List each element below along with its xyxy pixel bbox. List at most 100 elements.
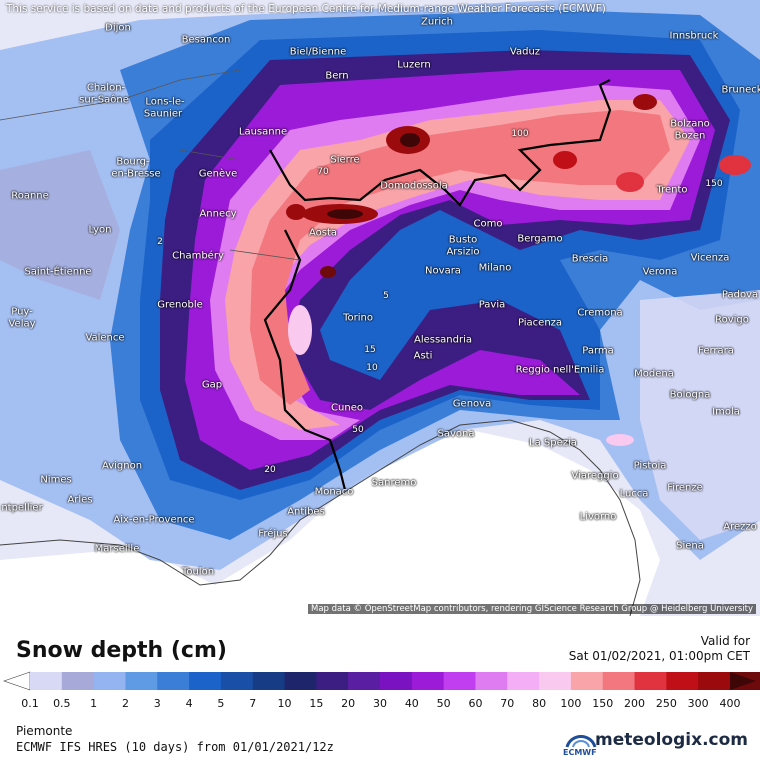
city-label: Chalon- — [86, 82, 126, 94]
city-label: Fréjus — [258, 528, 288, 540]
colorbar-segment — [30, 672, 63, 690]
city-label: Vicenza — [690, 252, 730, 264]
city-label: Roanne — [11, 190, 49, 202]
colorbar-segment — [443, 672, 476, 690]
city-label: Nimes — [40, 474, 72, 486]
city-label: Aosta — [308, 227, 338, 239]
contour-label: 100 — [511, 129, 529, 139]
city-label: Valence — [85, 332, 125, 344]
colorbar-tick-label: 4 — [185, 697, 193, 710]
city-label: Genova — [452, 398, 492, 410]
city-label: Bologna — [669, 389, 711, 401]
colorbar-right-arrow — [730, 672, 756, 690]
city-label: sur-Saône — [79, 94, 129, 106]
city-label: Innsbruck — [669, 30, 719, 42]
variable-title: Snow depth (cm) — [16, 638, 227, 663]
city-label: Asti — [413, 350, 433, 362]
city-label: Chambéry — [172, 250, 224, 262]
city-label: Cuneo — [331, 402, 363, 414]
model-run-label: ECMWF IFS HRES (10 days) from 01/01/2021… — [16, 740, 334, 754]
colorbar-tick-label: 250 — [655, 697, 677, 710]
valid-time: Sat 01/02/2021, 01:00pm CET — [568, 649, 750, 663]
city-label: Bourg- — [116, 156, 150, 168]
contour-label: 2 — [157, 237, 163, 247]
city-label: Biel/Bienne — [289, 46, 347, 58]
contour-label: 20 — [264, 465, 276, 475]
contour-label: 150 — [705, 179, 723, 189]
colorbar-tick-label: 10 — [277, 697, 292, 710]
city-label: ntpellier — [1, 502, 43, 514]
colorbar-segment — [61, 672, 95, 690]
color-scale-ticks: 0.1 0.5 1 2 3 4 5 7 10 15 20 30 40 50 60 70 80 100 150 200 2… — [0, 697, 760, 713]
colorbar-segment — [316, 672, 349, 690]
colorbar-tick-label: 100 — [560, 697, 582, 710]
colorbar-segment — [252, 672, 286, 690]
city-label: Lons-le- — [145, 96, 185, 108]
colorbar-segment — [411, 672, 445, 690]
city-label: Parma — [582, 345, 614, 357]
city-label: Gap — [201, 379, 223, 391]
contour-label: 15 — [364, 345, 376, 355]
colorbar-tick-label: 7 — [249, 697, 257, 710]
city-label: Imola — [712, 406, 740, 418]
city-label: Piacenza — [517, 317, 563, 329]
city-label: Genève — [198, 168, 238, 180]
city-label: Torino — [343, 312, 373, 324]
region-label: Piemonte — [16, 724, 73, 738]
city-label: Milano — [478, 262, 512, 274]
city-label: Antibes — [287, 506, 325, 518]
colorbar-tick-label: 0.5 — [53, 697, 71, 710]
city-label: Pistoia — [633, 460, 667, 472]
city-label: en-Bresse — [111, 168, 161, 180]
colorbar-tick-label: 70 — [500, 697, 515, 710]
ecmwf-notice: This service is based on data and produc… — [6, 3, 606, 15]
colorbar-segment — [189, 672, 222, 690]
map-attribution: Map data © OpenStreetMap contributors, r… — [308, 604, 756, 614]
city-label: Bern — [325, 70, 349, 82]
city-label: Cremona — [577, 307, 623, 319]
city-label: Alessandria — [413, 334, 473, 346]
city-label: Reggio nell'Emilia — [515, 364, 605, 376]
city-label: Brescia — [571, 253, 609, 265]
city-label: Dijon — [105, 22, 131, 34]
colorbar-segment — [348, 672, 381, 690]
colorbar-tick-label: 15 — [309, 697, 324, 710]
city-label: Grenoble — [157, 299, 203, 311]
colorbar-tick-label: 300 — [687, 697, 709, 710]
colorbar-tick-label: 60 — [468, 697, 483, 710]
city-label: Livorno — [579, 511, 617, 523]
colorbar-tick-label: 40 — [404, 697, 419, 710]
city-label: Rovigo — [715, 314, 749, 326]
city-label: Arles — [67, 494, 93, 506]
city-label: Toulon — [181, 566, 215, 578]
city-label: Firenze — [667, 482, 703, 494]
city-label: Novara — [425, 265, 461, 277]
city-label: Saint-Étienne — [24, 266, 92, 278]
city-label: Siena — [676, 540, 704, 552]
city-label: Sanremo — [371, 477, 417, 489]
colorbar-segment — [125, 672, 158, 690]
city-label: Zurich — [421, 16, 453, 28]
ecmwf-logo-text: ECMWF — [563, 748, 597, 757]
city-label: Monaco — [314, 486, 354, 498]
map-area[interactable]: This service is based on data and produc… — [0, 0, 760, 616]
colorbar-tick-label: 50 — [436, 697, 451, 710]
city-label: Puy- — [11, 306, 33, 318]
colorbar-segment — [539, 672, 572, 690]
colorbar-segment — [507, 672, 540, 690]
city-label: Modena — [634, 368, 674, 380]
city-label: Bolzano — [670, 118, 710, 130]
colorbar-segment — [93, 672, 126, 690]
city-label: Pavia — [478, 299, 506, 311]
city-label: Aix-en-Provence — [113, 514, 195, 526]
city-label: Ferrara — [698, 345, 734, 357]
city-label: Saunier — [143, 108, 183, 120]
valid-label: Valid for — [700, 634, 750, 648]
city-label: Annecy — [199, 208, 237, 220]
colorbar-segment — [570, 672, 604, 690]
city-label: La Spezia — [529, 437, 577, 449]
colorbar-segment — [157, 672, 190, 690]
city-label: Bozen — [674, 130, 706, 142]
city-label: Viareggio — [571, 470, 619, 482]
city-label: Bruneck — [721, 84, 760, 96]
